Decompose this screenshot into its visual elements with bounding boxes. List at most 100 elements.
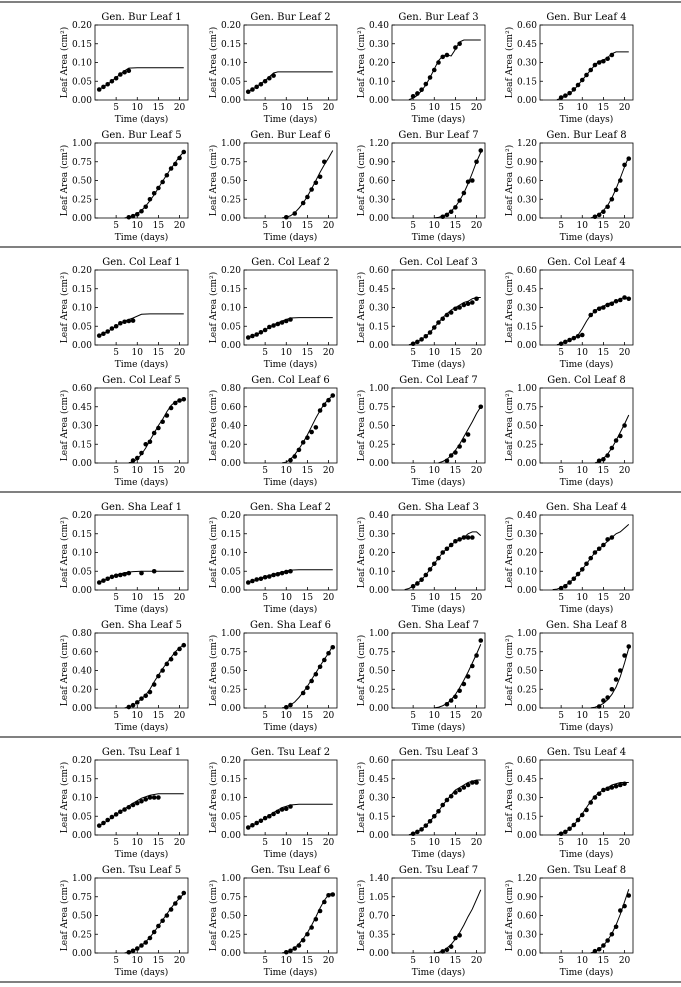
observed-point (436, 808, 441, 814)
x-tick-label: 15 (153, 221, 165, 231)
y-axis-label: Leaf Area (cm²) (504, 762, 515, 833)
plot-frame (243, 387, 338, 464)
observed-point (326, 892, 331, 898)
y-tick-label: 0.50 (369, 422, 389, 432)
observed-point (588, 312, 594, 318)
x-tick-label: 20 (471, 593, 483, 603)
observed-point (271, 572, 276, 578)
observed-point (156, 185, 161, 191)
y-tick-label: 0.00 (369, 96, 389, 106)
plot-frame (94, 877, 189, 954)
observed-point (596, 306, 602, 312)
observed-point (592, 948, 598, 954)
x-tick-label: 15 (598, 348, 610, 358)
observed-point (453, 790, 458, 795)
plot-frame (94, 759, 189, 836)
observed-point (618, 433, 623, 439)
observed-point (130, 213, 136, 219)
observed-point (279, 807, 285, 812)
observed-point (143, 441, 149, 447)
observed-point (326, 650, 331, 656)
x-tick-label: 20 (323, 221, 335, 231)
observed-point (567, 90, 572, 96)
x-tick-label: 5 (558, 348, 564, 358)
observed-point (254, 820, 259, 826)
observed-point (605, 302, 610, 308)
observed-point (440, 316, 446, 322)
y-tick-label: 0.15 (221, 285, 241, 295)
x-tick-label: 20 (323, 711, 335, 721)
x-tick-label: 5 (113, 348, 119, 358)
observed-point (313, 916, 319, 922)
observed-point (474, 159, 479, 165)
observed-point (118, 572, 123, 578)
observed-point (300, 200, 306, 206)
x-tick-label: 10 (577, 956, 589, 966)
observed-point (96, 333, 102, 338)
observed-point (181, 396, 187, 402)
x-tick-label: 15 (598, 221, 610, 231)
observed-point (453, 538, 458, 544)
y-axis-label: Leaf Area (cm²) (59, 517, 70, 588)
observed-point (130, 948, 136, 954)
panels: Gen. Bur Leaf 1 0.00 0.05 0.10 0.15 0.20 5 10 15… (59, 12, 634, 978)
observed-point (288, 948, 293, 954)
observed-point (258, 329, 264, 335)
y-tick-label: 0.00 (72, 341, 92, 351)
x-tick-label: 20 (174, 593, 186, 603)
x-tick-label: 15 (302, 593, 314, 603)
y-tick-label: 0.75 (369, 648, 389, 658)
model-curve (556, 782, 629, 836)
observed-point (465, 782, 471, 788)
observed-point (470, 535, 475, 540)
observed-point (160, 668, 165, 673)
y-tick-label: 0.00 (72, 704, 92, 714)
observed-point (283, 214, 289, 220)
chart-panel: Gen. Sha Leaf 2 0.00 0.05 0.10 0.15 0.20 5 10 15… (208, 502, 338, 615)
observed-point (309, 678, 314, 684)
y-tick-label: 0.40 (221, 422, 241, 432)
model-curve (98, 67, 184, 90)
observed-point (258, 81, 264, 87)
y-tick-label: 0.15 (72, 285, 92, 295)
y-tick-label: 0.00 (221, 214, 241, 224)
observed-point (618, 908, 623, 913)
observed-point (427, 567, 433, 572)
observed-point (431, 325, 437, 330)
observed-point (622, 295, 627, 300)
observed-point (575, 333, 581, 339)
observed-point (465, 179, 471, 185)
chart-title: Gen. Bur Leaf 3 (398, 12, 478, 23)
y-tick-label: 0.20 (72, 266, 92, 276)
x-tick-label: 5 (262, 838, 268, 848)
observed-point (457, 933, 462, 938)
y-tick-label: 0.15 (221, 40, 241, 50)
x-tick-label: 10 (429, 838, 441, 848)
x-axis-label: Time (days) (115, 232, 168, 243)
observed-point (579, 567, 585, 572)
y-tick-label: 0.25 (221, 685, 241, 695)
y-tick-label: 0.20 (72, 511, 92, 521)
chart-panel: Gen. Bur Leaf 6 0.00 0.25 0.50 0.75 1.00 5 10 15… (208, 130, 338, 243)
observed-point (139, 798, 144, 804)
observed-point (109, 78, 115, 84)
x-tick-label: 15 (450, 103, 462, 113)
observed-point (609, 535, 615, 540)
observed-point (313, 425, 319, 430)
chart-title: Gen. Tsu Leaf 4 (547, 747, 626, 758)
y-tick-label: 0.00 (221, 704, 241, 714)
observed-point (275, 809, 281, 815)
x-tick-label: 15 (598, 593, 610, 603)
observed-point (457, 305, 462, 310)
y-tick-label: 0.00 (369, 586, 389, 596)
x-tick-label: 20 (619, 593, 631, 603)
chart-title: Gen. Bur Leaf 5 (101, 130, 181, 141)
observed-point (596, 546, 602, 552)
y-tick-label: 0.00 (517, 949, 537, 959)
x-tick-label: 10 (577, 466, 589, 476)
y-axis-label: Leaf Area (cm²) (208, 27, 219, 98)
observed-point (457, 444, 462, 449)
observed-point (605, 537, 610, 542)
x-tick-label: 15 (302, 711, 314, 721)
y-tick-label: 1.05 (369, 893, 389, 903)
